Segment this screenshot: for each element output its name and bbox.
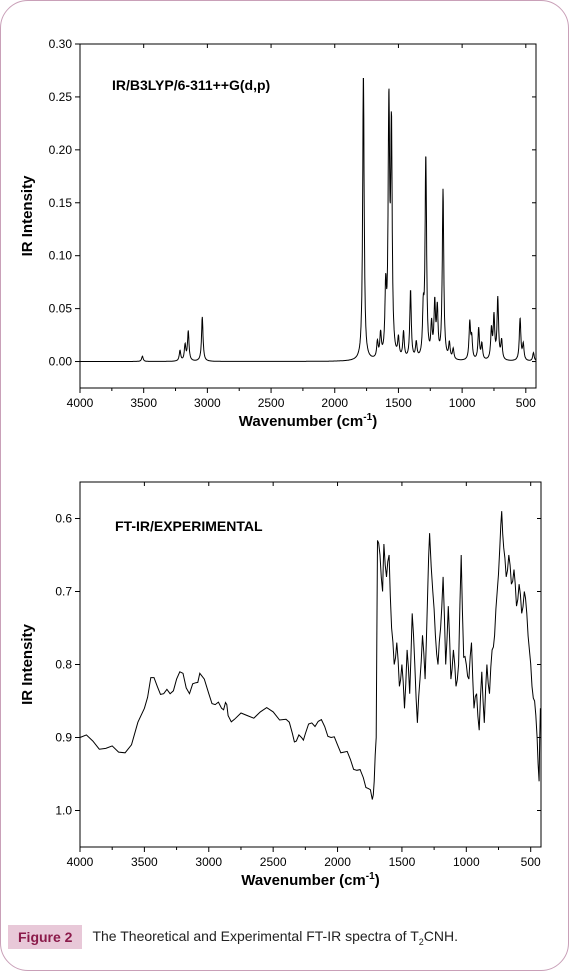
panel-title: IR/B3LYP/6-311++G(d,p): [112, 77, 270, 93]
caption-text: The Theoretical and Experimental FT-IR s…: [92, 928, 458, 947]
y-tick-label: 0.6: [55, 512, 72, 526]
x-tick-label: 2000: [324, 855, 351, 869]
y-tick-label: 0.10: [49, 249, 73, 263]
x-tick-label: 1500: [389, 855, 416, 869]
x-tick-label: 1000: [453, 855, 480, 869]
y-tick-label: 0.20: [49, 143, 73, 157]
x-axis-label-end: ): [372, 413, 377, 430]
x-axis-label: Wavenumber (cm-1): [239, 412, 377, 430]
x-axis-label-sup: -1: [366, 871, 375, 882]
x-tick-label: 500: [521, 855, 541, 869]
y-tick-label: 0.15: [49, 196, 73, 210]
experimental-ftir-chart: 4000 3500 3000 2500 2000 1500 1000 500 0.6 0.7 0.8…: [19, 481, 542, 889]
x-axis-label-end: ): [375, 872, 380, 889]
x-tick-label: 2500: [260, 855, 287, 869]
x-tick-label: 500: [516, 396, 536, 410]
x-axis-label-main: Wavenumber (cm: [241, 872, 365, 889]
caption-text-after: CNH.: [423, 927, 459, 944]
caption-text-before: The Theoretical and Experimental FT-IR s…: [92, 927, 419, 944]
x-tick-label: 3000: [195, 855, 222, 869]
x-tick-label: 4000: [67, 855, 94, 869]
y-tick-label: 0.30: [49, 37, 73, 51]
y-tick-label: 0.05: [49, 302, 73, 316]
y-tick-label: 0.9: [55, 731, 72, 745]
figure-caption: Figure 2 The Theoretical and Experimenta…: [8, 925, 563, 949]
plot-area: [79, 43, 537, 389]
x-tick-label: 3500: [130, 396, 157, 410]
x-axis-label-main: Wavenumber (cm: [239, 413, 363, 430]
y-tick-label: 0.7: [55, 585, 72, 599]
y-tick-label: 1.0: [55, 804, 72, 818]
caption-subscript: 2: [418, 936, 424, 947]
y-tick-label: 0.8: [55, 658, 72, 672]
spectrum-line: [79, 511, 541, 800]
panel-title: FT-IR/EXPERIMENTAL: [115, 518, 263, 534]
x-tick-label: 4000: [67, 396, 94, 410]
theoretical-ir-chart: 4000 3500 3000 2500 2000 1500 1000 500 0.00 0.05 0…: [19, 37, 537, 430]
x-tick-label: 1000: [449, 396, 476, 410]
y-tick-label: 0.00: [49, 355, 73, 369]
y-axis-label: IR Intensity: [19, 623, 36, 705]
y-axis-label: IR Intensity: [19, 175, 36, 257]
x-tick-label: 2000: [321, 396, 348, 410]
x-tick-label: 1500: [385, 396, 412, 410]
figure-label: Figure 2: [8, 925, 83, 949]
x-axis-label-sup: -1: [363, 412, 372, 423]
y-tick-label: 0.25: [49, 90, 73, 104]
x-axis-label: Wavenumber (cm-1): [241, 871, 379, 889]
spectrum-line: [80, 78, 537, 362]
x-tick-label: 3000: [194, 396, 221, 410]
x-tick-label: 2500: [258, 396, 285, 410]
x-tick-label: 3500: [131, 855, 158, 869]
